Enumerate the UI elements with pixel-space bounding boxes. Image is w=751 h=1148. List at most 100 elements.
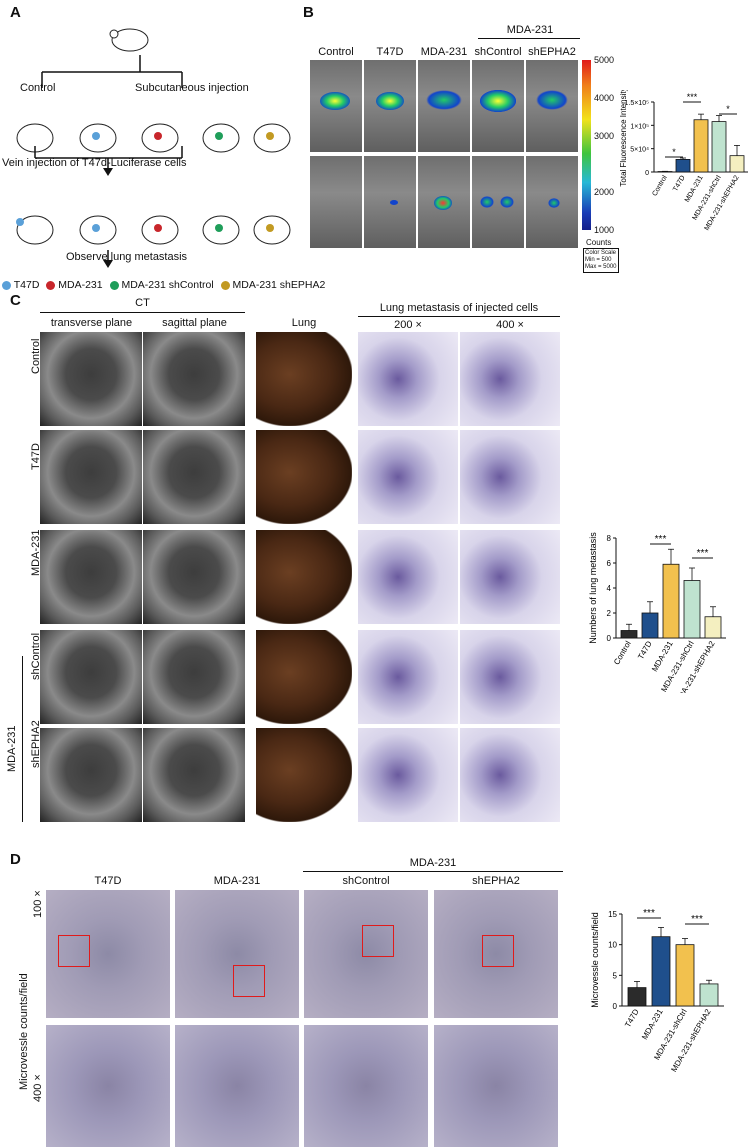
histology-image [460, 332, 560, 426]
y-tick-label: 0 [613, 1002, 618, 1011]
histology-image [358, 430, 458, 524]
lung-photo [256, 728, 352, 822]
mouse-icon [109, 28, 149, 52]
ct-image [40, 430, 142, 524]
bar [704, 616, 722, 639]
histology-image [460, 630, 560, 724]
lung-photo [256, 630, 352, 724]
x-tick-label: T47D [623, 1007, 641, 1029]
significance-label: * [672, 147, 676, 157]
panel-b-label: B [303, 4, 314, 21]
ihc-400x-image [434, 1025, 558, 1147]
ct-image [40, 530, 142, 624]
zoom-region-box [482, 935, 514, 967]
histology-image [358, 530, 458, 624]
colorbar [582, 60, 591, 230]
significance-label: *** [687, 92, 698, 102]
bli-image [364, 156, 416, 248]
bar [693, 119, 709, 173]
x-tick-label: Control [612, 639, 633, 666]
bar [651, 936, 671, 1007]
x-tick-label: MDA-231-shEPHA2 [704, 174, 741, 231]
significance-label: *** [643, 908, 655, 919]
mag-400-header: 400 × [496, 319, 524, 331]
color-scale-box: Color Scale Min = 500 Max = 5000 [583, 248, 619, 273]
significance-label: * [726, 104, 730, 114]
legend-mda: MDA-231 [58, 279, 103, 291]
y-tick-label: 1×10⁵ [630, 123, 649, 130]
ct-image [40, 332, 142, 426]
significance-label: *** [697, 548, 709, 559]
bli-image [418, 60, 470, 152]
bar [711, 121, 727, 173]
legend-dot-shcontrol [109, 280, 119, 290]
lung-photo [256, 430, 352, 524]
panel-a-label: A [10, 4, 21, 21]
bar [729, 155, 745, 173]
y-tick-label: 10 [608, 941, 617, 950]
x-tick-label: T47D [672, 175, 687, 193]
y-tick-label: 0 [607, 634, 612, 643]
histology-image [460, 530, 560, 624]
panel-a-legend: T47D MDA-231 MDA-231 shControl MDA-231 s… [2, 279, 325, 291]
ihc-100x-image [175, 890, 299, 1018]
bli-image [418, 156, 470, 248]
legend-shepha2: MDA-231 shEPHA2 [232, 279, 326, 291]
observe-label: Observe lung metastasis [66, 251, 188, 263]
d-col-shepha2: shEPHA2 [472, 875, 520, 887]
bli-image [364, 60, 416, 152]
ct-image [143, 332, 245, 426]
b-col-t47d: T47D [376, 46, 404, 58]
ct-image [143, 430, 245, 524]
lung-photo [256, 332, 352, 426]
d-col-t47d: T47D [94, 875, 122, 887]
ct-image [143, 728, 245, 822]
y-axis-label: Numbers of lung metastasis [588, 532, 598, 644]
b-col-shcontrol: shControl [474, 46, 522, 58]
x-tick-label: Control [651, 174, 669, 197]
ihc-100x-image [304, 890, 428, 1018]
bli-image [526, 60, 578, 152]
d-mag-100: 100 × [32, 890, 44, 918]
ct-image [143, 630, 245, 724]
legend-dot-shepha2 [220, 280, 230, 290]
colorbar-tick: 3000 [594, 131, 615, 141]
panel-c-label: C [10, 292, 21, 309]
bar [683, 580, 701, 639]
b-col-control: Control [318, 46, 354, 58]
legend-t47d: T47D [13, 279, 40, 291]
y-tick-label: 5 [613, 971, 618, 980]
y-tick-label: 2 [607, 609, 612, 618]
ihc-400x-image [304, 1025, 428, 1147]
metastasis-header: Lung metastasis of injected cells [379, 302, 539, 314]
d-col-mda: MDA-231 [213, 875, 261, 887]
y-tick-label: 4 [607, 584, 612, 593]
bli-image [310, 60, 362, 152]
histology-image [460, 728, 560, 822]
colorbar-counts: Counts [586, 238, 612, 247]
zoom-region-box [362, 925, 394, 957]
panel-a-schematic [16, 28, 291, 268]
histology-image [358, 630, 458, 724]
colorbar-tick: 1000 [594, 225, 615, 235]
legend-shcontrol: MDA-231 shControl [121, 279, 214, 291]
legend-dot-t47d [2, 280, 11, 290]
b-col-shepha2: shEPHA2 [528, 46, 576, 58]
ihc-100x-image [46, 890, 170, 1018]
vein-label: Vein injection of T47d-Luciferase cells [2, 157, 187, 169]
ihc-100x-image [434, 890, 558, 1018]
b-col-mda: MDA-231 [420, 46, 468, 58]
control-label: Control [20, 82, 56, 94]
panel-b-group-header: MDA-231 [506, 24, 554, 36]
bli-image [472, 60, 524, 152]
sagittal-header: sagittal plane [162, 317, 227, 329]
x-tick-label: T47D [636, 639, 654, 661]
transverse-header: transverse plane [50, 317, 133, 329]
bar [662, 563, 680, 639]
bar [675, 159, 691, 173]
bar [620, 630, 638, 639]
significance-label: *** [655, 534, 667, 545]
colorbar-tick: 5000 [594, 55, 615, 65]
y-tick-label: 15 [608, 910, 617, 919]
